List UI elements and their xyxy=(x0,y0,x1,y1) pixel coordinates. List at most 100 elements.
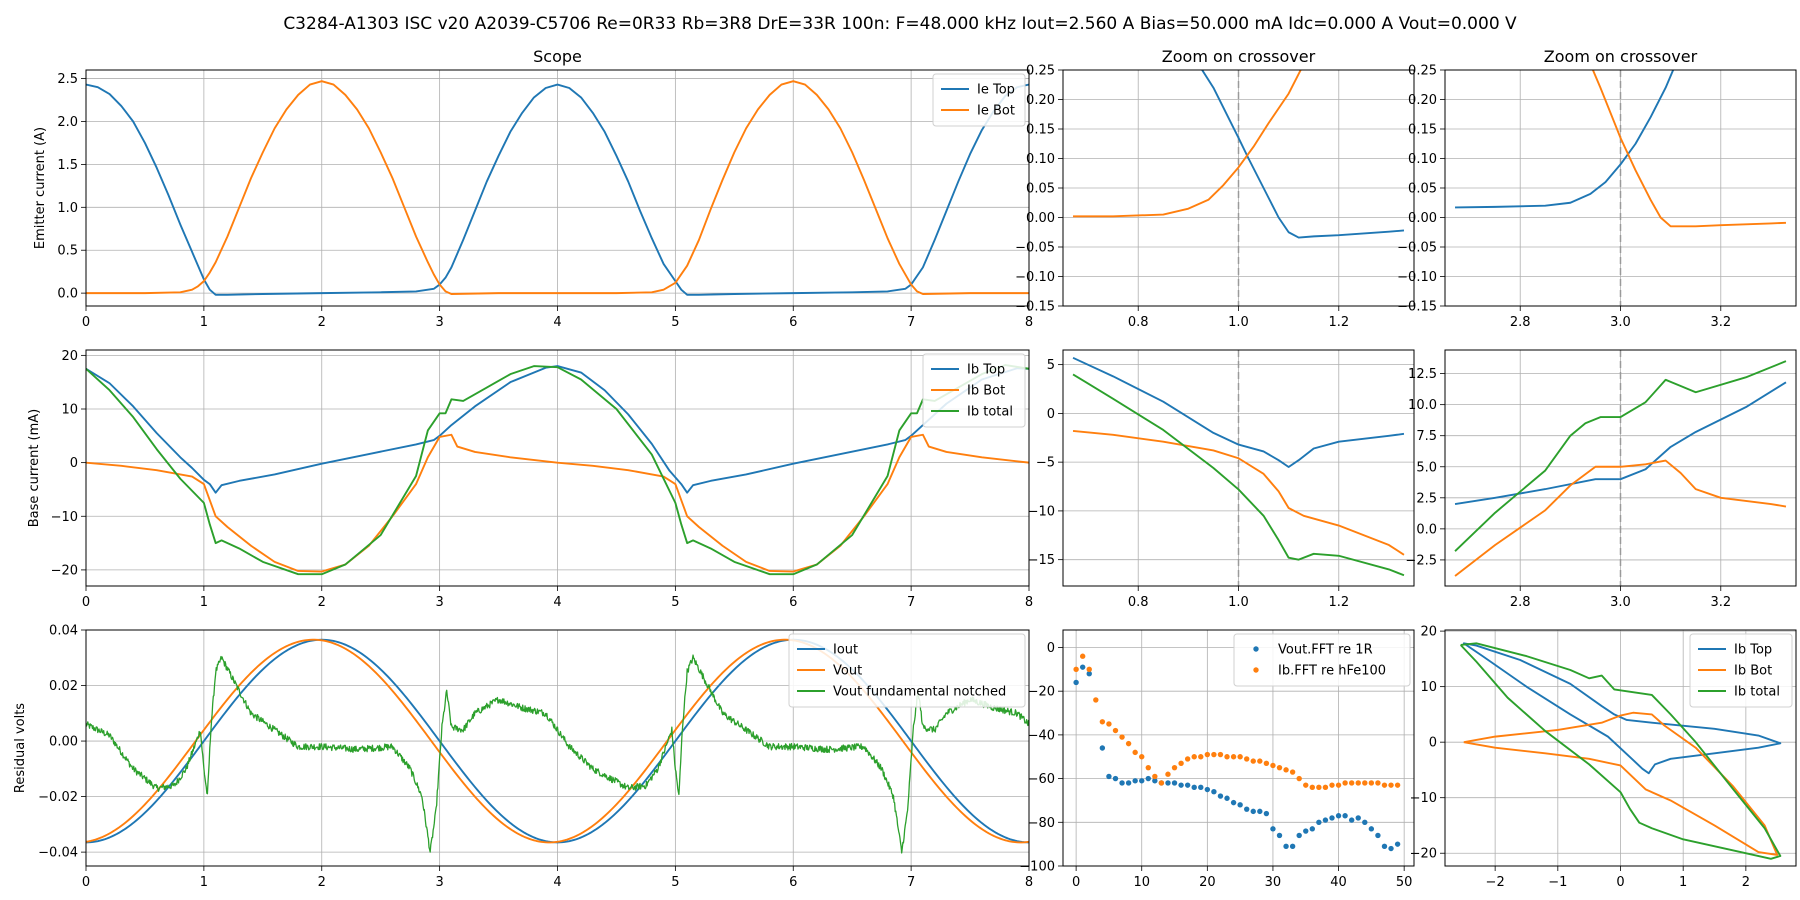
y-tick-label: −10 xyxy=(1410,791,1437,806)
legend-label: Ib Bot xyxy=(1734,664,1772,679)
x-tick-label: 8 xyxy=(1025,875,1033,890)
data-point xyxy=(1322,784,1329,791)
x-tick-label: 0 xyxy=(1072,875,1080,890)
data-point xyxy=(1283,843,1289,850)
series-line-ib-bot xyxy=(86,433,1029,573)
y-tick-label: 5 xyxy=(1047,358,1055,373)
data-point xyxy=(1368,780,1375,786)
legend: Ie Top Ie Bot xyxy=(932,73,1026,127)
data-point xyxy=(1276,764,1283,771)
y-tick-label: 10.0 xyxy=(1408,398,1437,413)
data-point xyxy=(1112,775,1119,782)
y-tick-label: 0.0 xyxy=(57,287,78,302)
data-point xyxy=(1079,653,1086,659)
y-tick-label: −0.15 xyxy=(1397,300,1437,315)
x-tick-label: 5 xyxy=(671,595,679,610)
data-point xyxy=(1112,727,1119,734)
data-point xyxy=(1125,740,1132,747)
y-tick-label: −40 xyxy=(1028,728,1055,743)
x-tick-label: 20 xyxy=(1199,875,1216,890)
y-tick-label: −0.15 xyxy=(1015,300,1055,315)
x-tick-label: 1.0 xyxy=(1228,315,1249,330)
data-point xyxy=(1309,826,1316,832)
data-point xyxy=(1381,782,1388,788)
data-point xyxy=(1139,778,1145,784)
legend-marker xyxy=(1253,667,1259,673)
data-point xyxy=(1381,843,1388,850)
data-point xyxy=(1099,745,1106,751)
y-tick-label: 12.5 xyxy=(1408,367,1437,382)
data-point xyxy=(1191,784,1197,791)
data-point xyxy=(1171,780,1178,786)
y-tick-label: 0.04 xyxy=(49,624,78,639)
series-line-ib-total xyxy=(86,364,1029,576)
x-tick-label: 1 xyxy=(200,875,208,890)
plot-area xyxy=(86,364,1029,576)
y-tick-label: 0.05 xyxy=(1026,182,1055,197)
y-tick-label: −60 xyxy=(1028,772,1055,787)
data-point xyxy=(1073,666,1079,673)
data-point xyxy=(1368,826,1375,832)
plot-area xyxy=(86,80,1029,296)
y-tick-label: 0.25 xyxy=(1408,64,1437,79)
data-point xyxy=(1257,758,1263,764)
x-tick-label: 2 xyxy=(318,315,326,330)
x-tick-label: 2.8 xyxy=(1510,315,1531,330)
y-tick-label: −0.10 xyxy=(1015,270,1055,285)
series-line-ie-bot xyxy=(86,80,1029,295)
legend: Ib Top Ib Bot Ib total xyxy=(1689,633,1793,708)
y-tick-label: 0 xyxy=(70,456,78,471)
data-point xyxy=(1270,826,1276,832)
data-point xyxy=(1375,832,1381,839)
legend-box xyxy=(1689,633,1793,708)
x-tick-label: 0.8 xyxy=(1128,315,1149,330)
series-line-ib-bot xyxy=(1454,459,1787,577)
data-point xyxy=(1270,762,1276,769)
y-tick-label: 0.20 xyxy=(1408,93,1437,108)
x-tick-label: 3.0 xyxy=(1610,315,1631,330)
x-tick-label: 7 xyxy=(907,315,915,330)
series-line-ib-bot xyxy=(1072,429,1405,556)
x-tick-label: 6 xyxy=(789,875,797,890)
legend-box xyxy=(788,633,1026,708)
plot-area xyxy=(1073,653,1401,852)
data-point xyxy=(1263,810,1270,817)
data-point xyxy=(1237,802,1243,808)
legend-label: Ib total xyxy=(1734,685,1780,700)
series-line-ie-top xyxy=(1201,70,1405,239)
axes-title: Zoom on crossover xyxy=(1162,47,1316,66)
plot-area xyxy=(1455,70,1787,228)
data-point xyxy=(1073,679,1079,686)
data-point xyxy=(1329,782,1335,788)
y-tick-label: 0.15 xyxy=(1026,123,1055,138)
data-point xyxy=(1309,784,1316,791)
axes-ib_scope: 0 1 2 3 4 5 6 7 8 −20 −10 0 10 20 Base current (mA) Ib … xyxy=(27,349,1033,610)
x-tick-label: 2 xyxy=(318,595,326,610)
plot-area xyxy=(1459,642,1782,860)
data-point xyxy=(1257,808,1263,815)
y-tick-label: 0.02 xyxy=(49,679,78,694)
x-tick-label: 2.8 xyxy=(1510,595,1531,610)
axes-frame xyxy=(1062,69,1415,307)
data-point xyxy=(1283,767,1289,773)
axes-frame xyxy=(1444,69,1797,307)
y-tick-label: 7.5 xyxy=(1416,429,1437,444)
y-tick-label: 0.05 xyxy=(1408,182,1437,197)
data-point xyxy=(1329,815,1335,821)
x-tick-label: 6 xyxy=(789,315,797,330)
data-point xyxy=(1322,817,1329,823)
series-line-ib-top xyxy=(1454,381,1787,505)
x-tick-label: 3 xyxy=(435,595,443,610)
axes-frame xyxy=(1062,349,1415,587)
x-tick-label: 4 xyxy=(553,315,561,330)
y-tick-label: 2.0 xyxy=(57,115,78,130)
data-point xyxy=(1106,721,1112,727)
data-point xyxy=(1263,760,1270,766)
y-tick-label: 0.25 xyxy=(1026,64,1055,79)
x-tick-label: 8 xyxy=(1025,595,1033,610)
x-tick-label: 4 xyxy=(553,595,561,610)
y-tick-label: −0.04 xyxy=(38,846,78,861)
y-axis-label: Base current (mA) xyxy=(27,409,42,528)
x-tick-label: 6 xyxy=(789,595,797,610)
x-tick-label: 3 xyxy=(435,315,443,330)
